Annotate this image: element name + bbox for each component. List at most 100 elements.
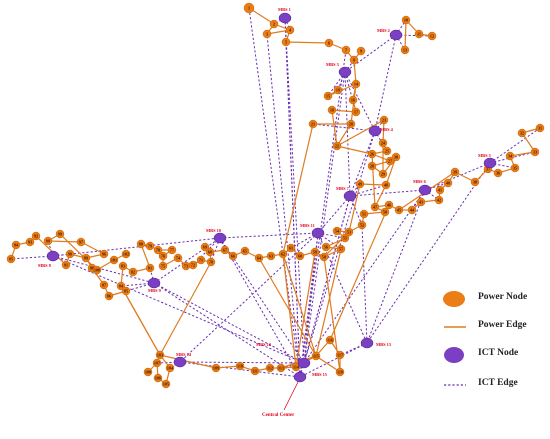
power-node: 67 bbox=[220, 245, 230, 255]
ict-node-ellipse bbox=[297, 357, 311, 369]
power-node-label: 45 bbox=[397, 208, 401, 213]
power-node: 35 bbox=[510, 163, 520, 173]
ict-nodes bbox=[46, 12, 497, 383]
power-node: 15 bbox=[323, 91, 333, 101]
power-node-label: 9 bbox=[360, 49, 362, 54]
power-node: 40 bbox=[443, 178, 453, 188]
power-node-label: 15 bbox=[326, 94, 330, 99]
power-node-label: 29 bbox=[381, 172, 385, 177]
power-node: 87 bbox=[99, 280, 109, 290]
ict-node-ellipse bbox=[418, 184, 432, 196]
ict-edge bbox=[284, 17, 305, 364]
power-node: 33 bbox=[530, 147, 540, 157]
power-node-label: 62 bbox=[281, 252, 285, 257]
power-node-label: 42 bbox=[437, 198, 441, 203]
power-node-label: 84 bbox=[119, 284, 124, 289]
power-node: 13 bbox=[400, 45, 410, 55]
power-node-circle bbox=[401, 15, 411, 25]
ict-edge bbox=[153, 282, 305, 364]
power-node-label: 116 bbox=[327, 338, 333, 343]
power-node-label: 83 bbox=[121, 264, 125, 269]
power-node: 39 bbox=[450, 167, 460, 177]
ict-node-ellipse bbox=[360, 337, 374, 349]
power-node-label: 22 bbox=[335, 144, 339, 149]
power-node-circle bbox=[118, 261, 128, 271]
ict-node-ellipse bbox=[389, 29, 403, 41]
power-node: 63 bbox=[266, 251, 276, 261]
power-node-label: 92 bbox=[34, 234, 38, 239]
power-edge bbox=[315, 355, 341, 373]
power-node: 73 bbox=[181, 261, 191, 271]
power-node-circle bbox=[243, 2, 255, 14]
power-node-circle bbox=[143, 367, 153, 377]
power-node-circle bbox=[262, 29, 272, 39]
power-node-label: 102 bbox=[123, 252, 129, 257]
power-node-circle bbox=[416, 197, 426, 207]
ict-edge bbox=[52, 237, 221, 257]
power-node-circle bbox=[220, 245, 230, 255]
power-node: 112 bbox=[265, 363, 275, 373]
power-node-circle bbox=[427, 31, 437, 41]
power-node-label: 103 bbox=[157, 353, 163, 358]
power-node-label: 57 bbox=[339, 247, 343, 252]
power-node-label: 32 bbox=[520, 131, 524, 136]
power-node-circle bbox=[11, 240, 21, 250]
power-node: 62 bbox=[278, 249, 288, 259]
power-edge bbox=[331, 109, 338, 147]
power-edge bbox=[336, 119, 385, 147]
ict-edge bbox=[285, 41, 301, 378]
power-node: 14 bbox=[351, 79, 361, 89]
power-node-label: 34 bbox=[508, 154, 513, 159]
ict-edges bbox=[10, 7, 541, 378]
ict-edge bbox=[349, 189, 426, 197]
power-node-circle bbox=[76, 237, 86, 247]
ict-edge bbox=[312, 123, 376, 132]
mbs-label: MBS 4 bbox=[380, 127, 394, 132]
power-node: 34 bbox=[505, 151, 515, 161]
power-node-label: 95 bbox=[9, 257, 13, 262]
power-node: 83 bbox=[118, 261, 128, 271]
power-node-circle bbox=[341, 45, 351, 55]
power-node-label: 21 bbox=[311, 122, 315, 127]
ict-edge bbox=[374, 34, 397, 132]
ict-edge bbox=[489, 127, 541, 164]
power-edge bbox=[35, 235, 67, 266]
power-node-circle bbox=[530, 147, 540, 157]
ict-edge bbox=[10, 255, 54, 260]
ict-node-ellipse bbox=[483, 157, 497, 169]
ict-node bbox=[147, 277, 161, 289]
ict-edge bbox=[153, 237, 221, 284]
mbs-label: MBS 11 bbox=[300, 223, 315, 228]
power-node-label: 76 bbox=[161, 254, 165, 259]
power-node: 97 bbox=[76, 237, 86, 247]
power-edge bbox=[282, 253, 317, 357]
power-node: 96 bbox=[99, 249, 109, 259]
power-node-circle bbox=[379, 115, 389, 125]
power-node-label: 110 bbox=[237, 364, 243, 369]
power-node-label: 2 bbox=[273, 22, 275, 27]
power-node: 103 bbox=[155, 350, 165, 360]
ict-edge bbox=[153, 282, 301, 378]
power-node: 65 bbox=[240, 246, 250, 256]
power-node: 6 bbox=[324, 38, 334, 48]
power-node: 81 bbox=[145, 263, 155, 273]
ict-node-ellipse bbox=[147, 277, 161, 289]
power-node-label: 99 bbox=[58, 232, 62, 237]
ict-edge bbox=[361, 224, 368, 344]
power-node-circle bbox=[181, 261, 191, 271]
power-node-circle bbox=[414, 29, 424, 39]
power-node-label: 23 bbox=[382, 118, 386, 123]
power-node: 82 bbox=[128, 267, 138, 277]
ict-node bbox=[311, 227, 325, 239]
power-node-label: 46 bbox=[387, 203, 391, 208]
ict-edge bbox=[349, 130, 376, 197]
power-node-label: 66 bbox=[231, 254, 235, 259]
power-node: 1 bbox=[243, 2, 255, 14]
power-node: 118 bbox=[335, 367, 345, 377]
ict-edge bbox=[344, 34, 397, 73]
power-node-label: 35 bbox=[513, 166, 517, 171]
power-node: 12 bbox=[427, 31, 437, 41]
power-node-circle bbox=[355, 179, 365, 189]
ict-edge bbox=[248, 7, 301, 378]
